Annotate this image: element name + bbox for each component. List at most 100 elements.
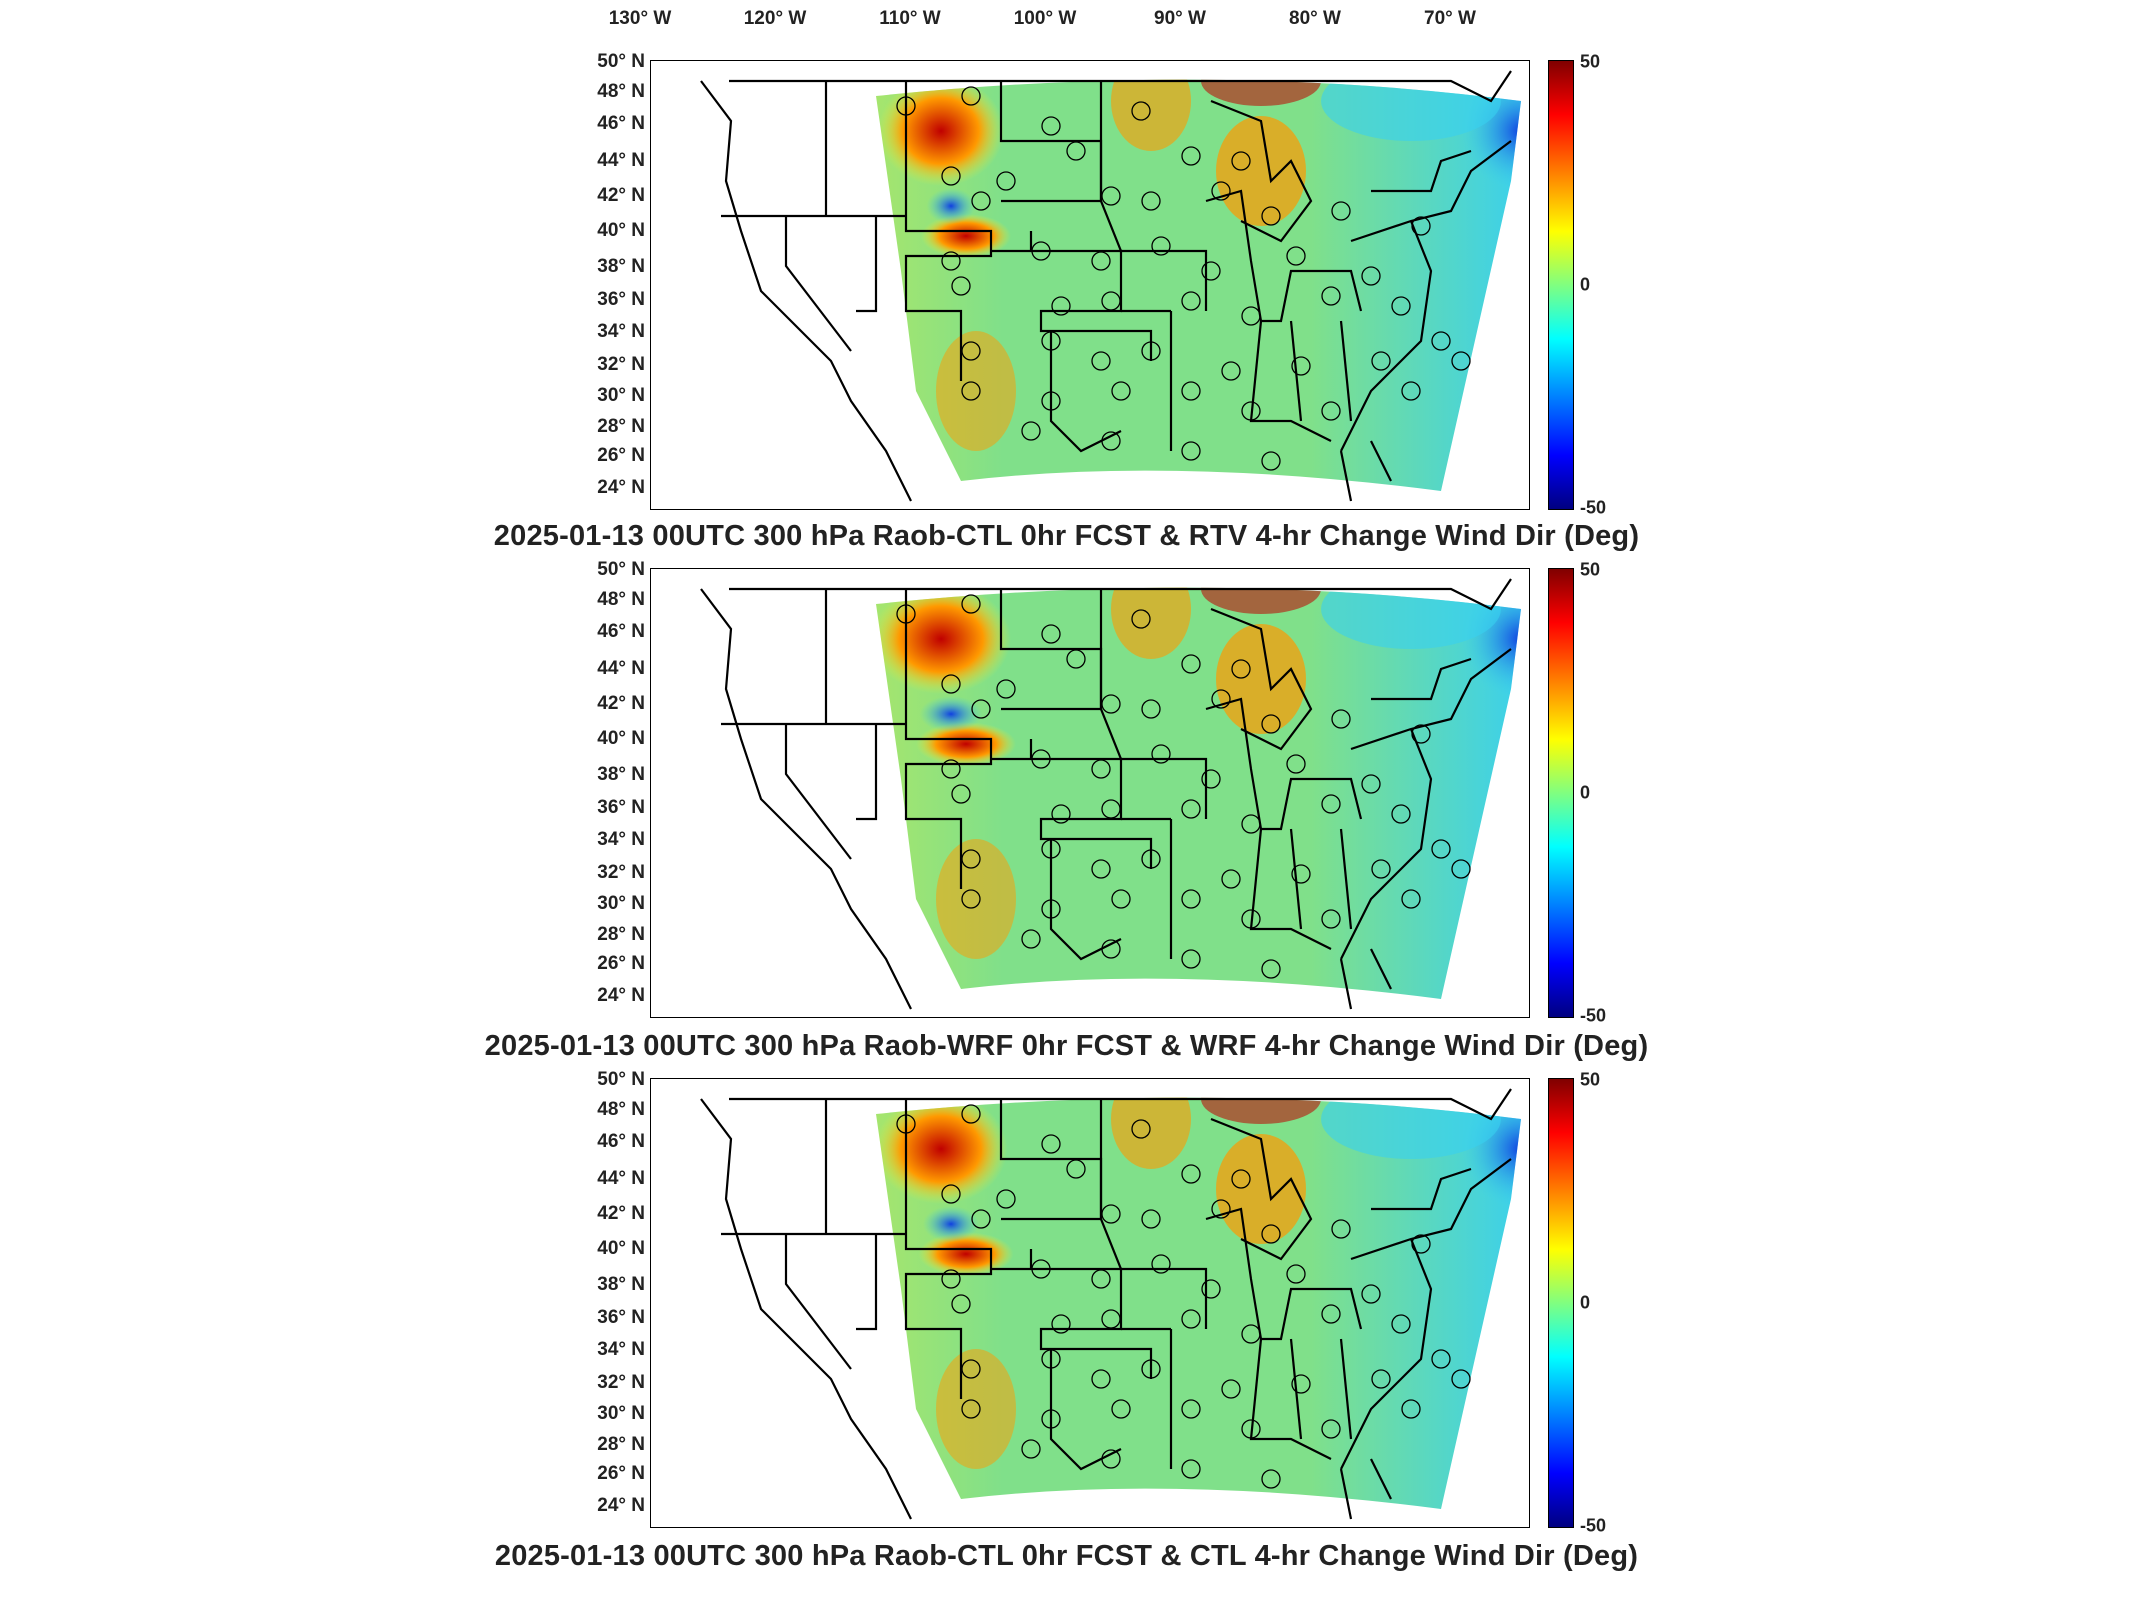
station-marker [1101, 799, 1121, 819]
map-svg [700, 578, 1521, 1010]
station-marker [1041, 331, 1061, 351]
station-marker [1101, 186, 1121, 206]
station-marker [1361, 266, 1381, 286]
lat-label: 36° N [597, 797, 645, 818]
station-marker [1431, 1349, 1451, 1369]
station-marker [1101, 291, 1121, 311]
station-marker [1181, 441, 1201, 461]
map-svg [700, 1088, 1521, 1520]
station-marker [896, 1114, 916, 1134]
lat-label: 26° N [597, 445, 645, 466]
station-marker [1041, 899, 1061, 919]
station-marker [1411, 216, 1431, 236]
lon-label: 120° W [743, 8, 807, 29]
lat-label: 34° N [597, 829, 645, 850]
lat-label: 48° N [597, 589, 645, 610]
station-marker [1181, 381, 1201, 401]
lat-label: 28° N [597, 924, 645, 945]
colorbar-min: -50 [1580, 497, 1607, 518]
station-marker [1431, 331, 1451, 351]
station-marker [1151, 744, 1171, 764]
lat-label: 32° N [597, 862, 645, 883]
station-marker [1141, 1359, 1161, 1379]
station-marker [1041, 1134, 1061, 1154]
station-marker [961, 889, 981, 909]
station-marker [971, 699, 991, 719]
colorbar-max: 50 [1580, 559, 1601, 580]
station-marker [1101, 694, 1121, 714]
raob-stations [896, 86, 1471, 471]
station-marker [996, 1189, 1016, 1209]
longitude-axis: 130° W 120° W 110° W 100° W 90° W 80° W … [0, 0, 2133, 40]
colorbar-mid: 0 [1580, 274, 1591, 295]
station-marker [1451, 351, 1471, 371]
station-marker [1041, 116, 1061, 136]
station-marker [1181, 1309, 1201, 1329]
station-marker [1201, 1279, 1221, 1299]
station-marker [961, 594, 981, 614]
station-marker [941, 166, 961, 186]
station-marker [1411, 1234, 1431, 1254]
station-marker [1211, 1199, 1231, 1219]
station-marker [1211, 181, 1231, 201]
station-marker [951, 1294, 971, 1314]
station-marker [1321, 794, 1341, 814]
station-marker [1141, 1209, 1161, 1229]
station-marker [1141, 699, 1161, 719]
station-marker [951, 276, 971, 296]
station-marker [1031, 749, 1051, 769]
station-marker [1141, 191, 1161, 211]
station-marker [961, 1104, 981, 1124]
station-marker [1321, 401, 1341, 421]
state-boundaries [700, 1088, 1512, 1520]
station-marker [1221, 361, 1241, 381]
station-marker [1371, 351, 1391, 371]
station-marker [1041, 1349, 1061, 1369]
station-marker [941, 1269, 961, 1289]
station-marker [1391, 804, 1411, 824]
station-marker [1221, 1379, 1241, 1399]
lat-label: 44° N [597, 658, 645, 679]
lon-label: 110° W [879, 8, 941, 29]
station-marker [1181, 1164, 1201, 1184]
station-marker [1101, 1204, 1121, 1224]
map-panel: 50° N 48° N 46° N 44° N 42° N 40° N 38° N 36° N… [0, 51, 2133, 552]
lon-label: 70° W [1424, 8, 1476, 29]
station-marker [1391, 1314, 1411, 1334]
station-marker [1261, 1469, 1281, 1489]
station-marker [1286, 1264, 1306, 1284]
station-marker [961, 86, 981, 106]
map-frame [650, 1078, 1530, 1528]
station-marker [1021, 929, 1041, 949]
station-marker [1091, 351, 1111, 371]
colorbar [1548, 568, 1574, 1018]
station-marker [1411, 724, 1431, 744]
lat-label: 34° N [597, 321, 645, 342]
station-marker [1141, 341, 1161, 361]
station-marker [1051, 296, 1071, 316]
lat-label: 38° N [597, 256, 645, 277]
station-marker [1051, 1314, 1071, 1334]
station-marker [1091, 1269, 1111, 1289]
station-marker [1261, 451, 1281, 471]
station-marker [1066, 649, 1086, 669]
station-marker [1181, 1459, 1201, 1479]
station-marker [961, 341, 981, 361]
station-marker [1066, 141, 1086, 161]
map-panel: 50° N 48° N 46° N 44° N 42° N 40° N 38° N 36° N… [0, 559, 2133, 1068]
lat-label: 36° N [597, 289, 645, 310]
station-marker [1361, 774, 1381, 794]
colorbar-max: 50 [1580, 51, 1601, 72]
station-marker [1221, 869, 1241, 889]
station-marker [1091, 859, 1111, 879]
station-marker [1231, 659, 1251, 679]
station-marker [1261, 714, 1281, 734]
lat-label: 24° N [597, 985, 645, 1006]
station-marker [1291, 1374, 1311, 1394]
colorbar-min: -50 [1580, 1515, 1607, 1536]
station-marker [1451, 859, 1471, 879]
state-boundaries [700, 70, 1512, 502]
station-marker [1401, 1399, 1421, 1419]
station-marker [1321, 1419, 1341, 1439]
lat-label: 40° N [597, 220, 645, 241]
